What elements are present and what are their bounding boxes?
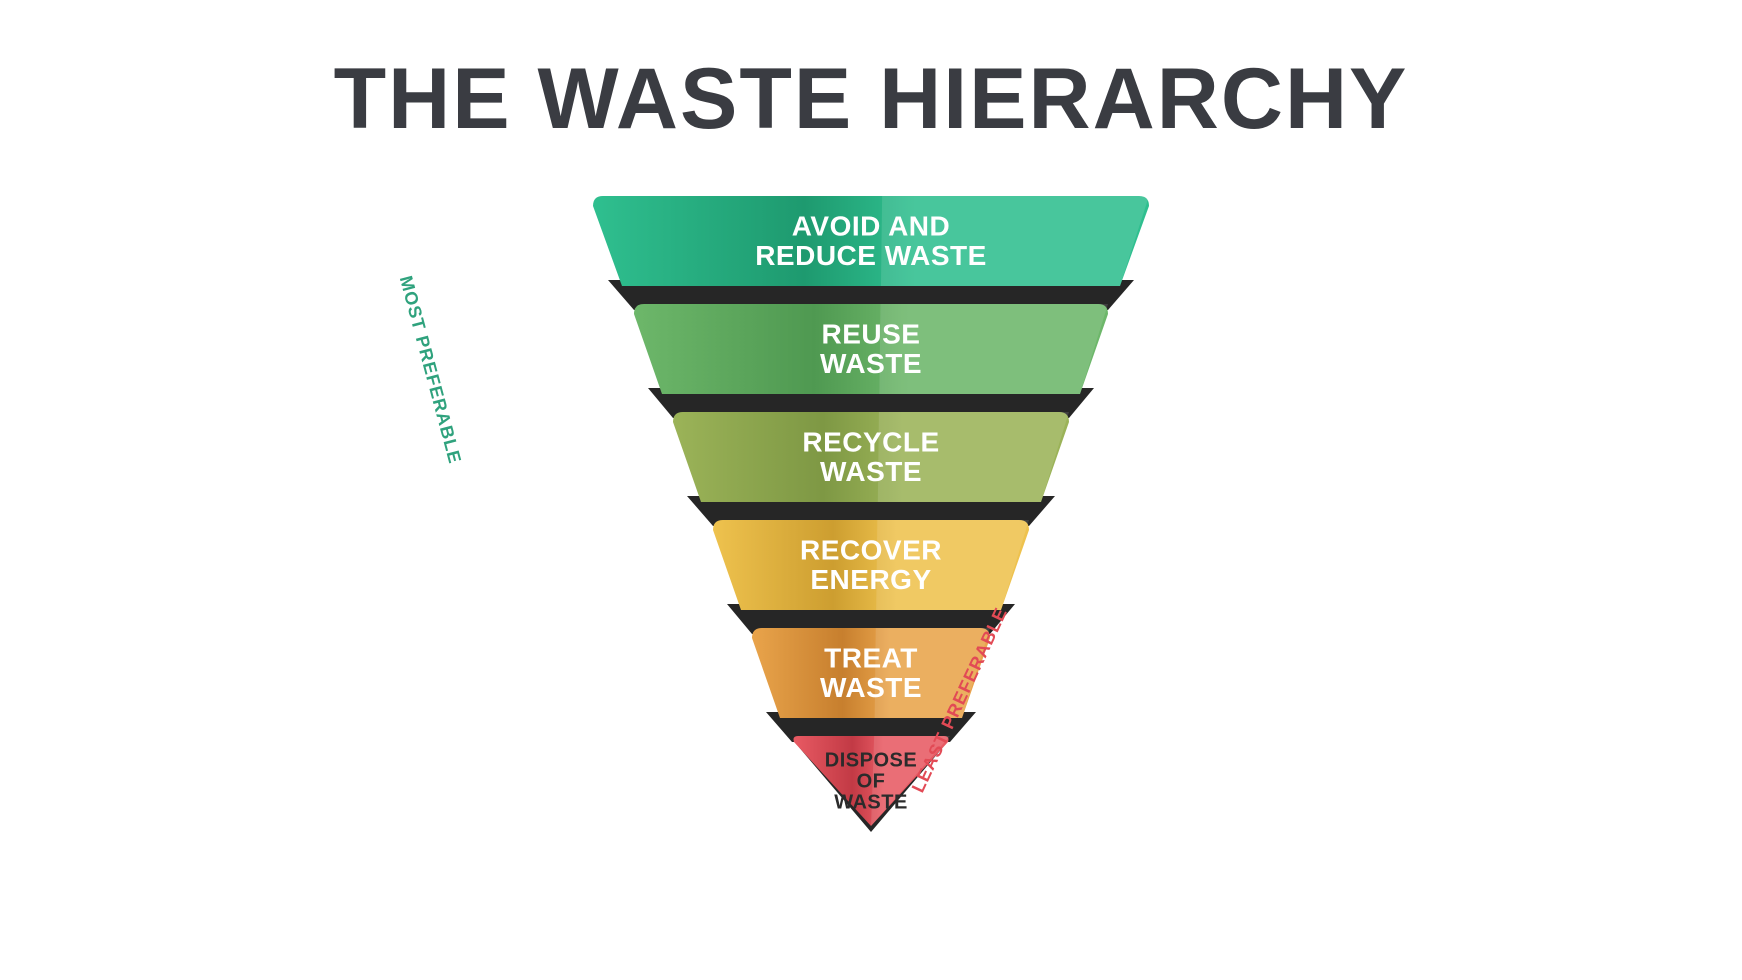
funnel-layer-5-label-line-1: OF bbox=[857, 771, 886, 793]
funnel-layer-5-label-line-0: DISPOSE bbox=[825, 750, 917, 772]
funnel-layer-5-label-line-2: WASTE bbox=[834, 792, 908, 814]
funnel-layer-3-label-line-1: ENERGY bbox=[810, 564, 931, 595]
waste-hierarchy-funnel: AVOID ANDREDUCE WASTEREUSEWASTERECYCLEWA… bbox=[553, 196, 1189, 866]
funnel-layer-0-label-line-1: REDUCE WASTE bbox=[755, 240, 987, 271]
most-preferable-label: MOST PREFERABLE bbox=[395, 274, 465, 467]
funnel-layer-1-label-line-1: WASTE bbox=[820, 348, 922, 379]
funnel-layer-2-label-line-0: RECYCLE bbox=[802, 426, 939, 457]
funnel-layer-3-label-line-0: RECOVER bbox=[800, 534, 942, 565]
funnel-layer-0-label-line-0: AVOID AND bbox=[792, 210, 951, 241]
funnel-layer-4-label-line-1: WASTE bbox=[820, 672, 922, 703]
funnel-layer-1-label-line-0: REUSE bbox=[822, 318, 921, 349]
funnel-layer-4-label-line-0: TREAT bbox=[824, 642, 918, 673]
page-title: THE WASTE HIERARCHY bbox=[0, 50, 1742, 149]
infographic-stage: THE WASTE HIERARCHY AVOID ANDREDUCE WAST… bbox=[0, 0, 1742, 980]
funnel-layer-2-label-line-1: WASTE bbox=[820, 456, 922, 487]
